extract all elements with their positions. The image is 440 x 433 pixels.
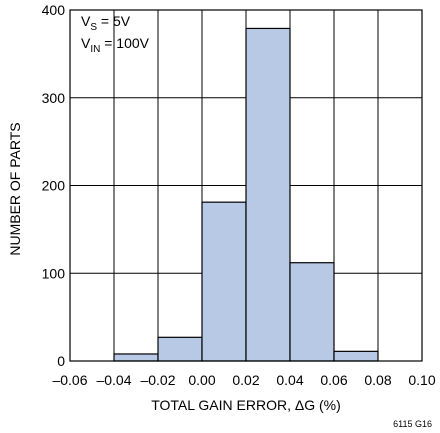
histogram-bar — [289, 262, 335, 362]
histogram-bar — [157, 336, 203, 362]
plot-frame — [69, 9, 423, 362]
x-tick-label: 0.04 — [276, 372, 303, 388]
annotation-vin: VIN = 100V — [81, 35, 150, 55]
histogram-bar — [201, 201, 247, 362]
histogram-bar — [333, 350, 379, 362]
x-tick-label: 0.02 — [232, 372, 259, 388]
y-axis-title: NUMBER OF PARTS — [7, 122, 23, 255]
x-tick-label: 0.08 — [364, 372, 391, 388]
histogram-bar — [245, 27, 291, 362]
y-tick-label: 0 — [57, 353, 65, 369]
annotation-vs: VS = 5V — [81, 13, 131, 33]
x-tick-label: 0.06 — [320, 372, 347, 388]
histogram-bars — [113, 27, 379, 362]
x-tick-label: 0.10 — [408, 372, 435, 388]
y-tick-label: 400 — [42, 2, 66, 18]
y-tick-label: 300 — [42, 90, 66, 106]
x-tick-label: –0.06 — [52, 372, 87, 388]
y-tick-label: 100 — [42, 265, 66, 281]
x-tick-label: –0.04 — [96, 372, 131, 388]
figure-id: 6115 G16 — [393, 419, 432, 429]
x-axis-title: TOTAL GAIN ERROR, ΔG (%) — [151, 397, 341, 413]
x-tick-label: 0.00 — [188, 372, 215, 388]
histogram-bar — [113, 353, 159, 362]
x-tick-labels: –0.06 –0.04 –0.02 0.00 0.02 0.04 0.06 0.08 0.10 — [52, 372, 435, 388]
x-tick-label: –0.02 — [140, 372, 175, 388]
y-tick-labels: 0 100 200 300 400 — [42, 2, 66, 369]
y-tick-label: 200 — [42, 178, 66, 194]
